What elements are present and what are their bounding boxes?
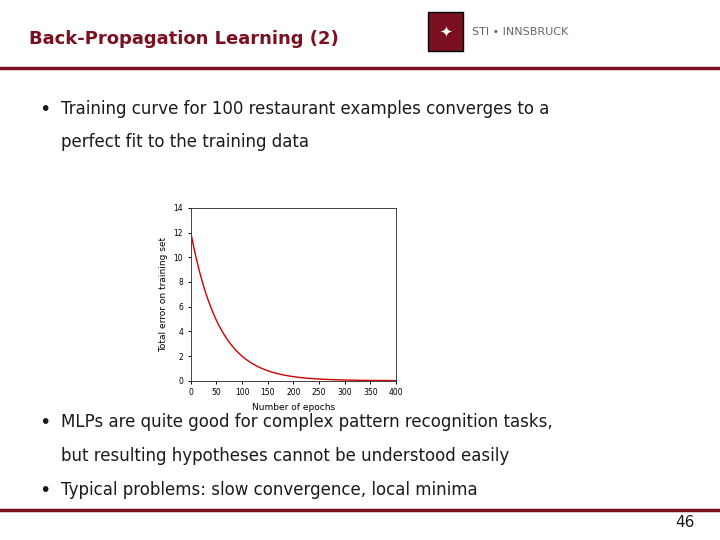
- Text: STI • INNSBRUCK: STI • INNSBRUCK: [472, 27, 568, 37]
- Text: Back-Propagation Learning (2): Back-Propagation Learning (2): [29, 30, 338, 48]
- Text: Typical problems: slow convergence, local minima: Typical problems: slow convergence, loca…: [61, 481, 478, 498]
- Text: •: •: [40, 100, 51, 119]
- Text: •: •: [40, 481, 51, 500]
- Text: but resulting hypotheses cannot be understood easily: but resulting hypotheses cannot be under…: [61, 447, 510, 464]
- Text: 46: 46: [675, 515, 695, 530]
- Text: ✦: ✦: [439, 24, 452, 39]
- Text: •: •: [40, 413, 51, 432]
- Text: Training curve for 100 restaurant examples converges to a: Training curve for 100 restaurant exampl…: [61, 100, 549, 118]
- Y-axis label: Total error on training set: Total error on training set: [159, 237, 168, 352]
- Text: perfect fit to the training data: perfect fit to the training data: [61, 133, 309, 151]
- X-axis label: Number of epochs: Number of epochs: [252, 403, 335, 412]
- Text: MLPs are quite good for complex pattern recognition tasks,: MLPs are quite good for complex pattern …: [61, 413, 553, 431]
